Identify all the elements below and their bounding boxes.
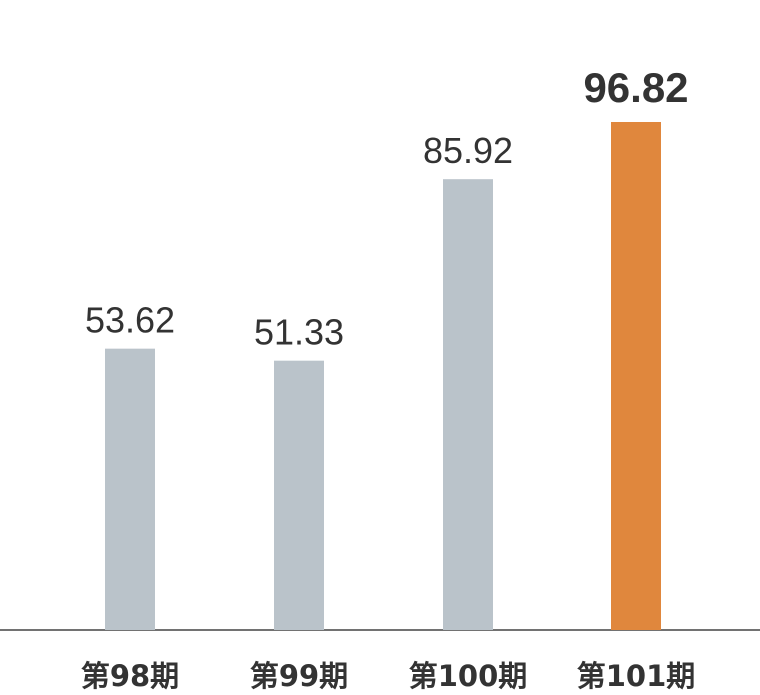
bar [443, 179, 493, 630]
value-label: 51.33 [254, 312, 344, 353]
x-tick-label: 第99期 [250, 659, 348, 693]
value-label: 96.82 [583, 64, 688, 111]
value-label: 85.92 [423, 130, 513, 171]
x-tick-label: 第101期 [577, 659, 696, 693]
x-tick-label: 第100期 [409, 659, 528, 693]
bar [105, 348, 155, 630]
x-tick-label: 第98期 [81, 659, 179, 693]
bar [611, 122, 661, 630]
value-label: 53.62 [85, 300, 175, 341]
bar [274, 360, 324, 630]
